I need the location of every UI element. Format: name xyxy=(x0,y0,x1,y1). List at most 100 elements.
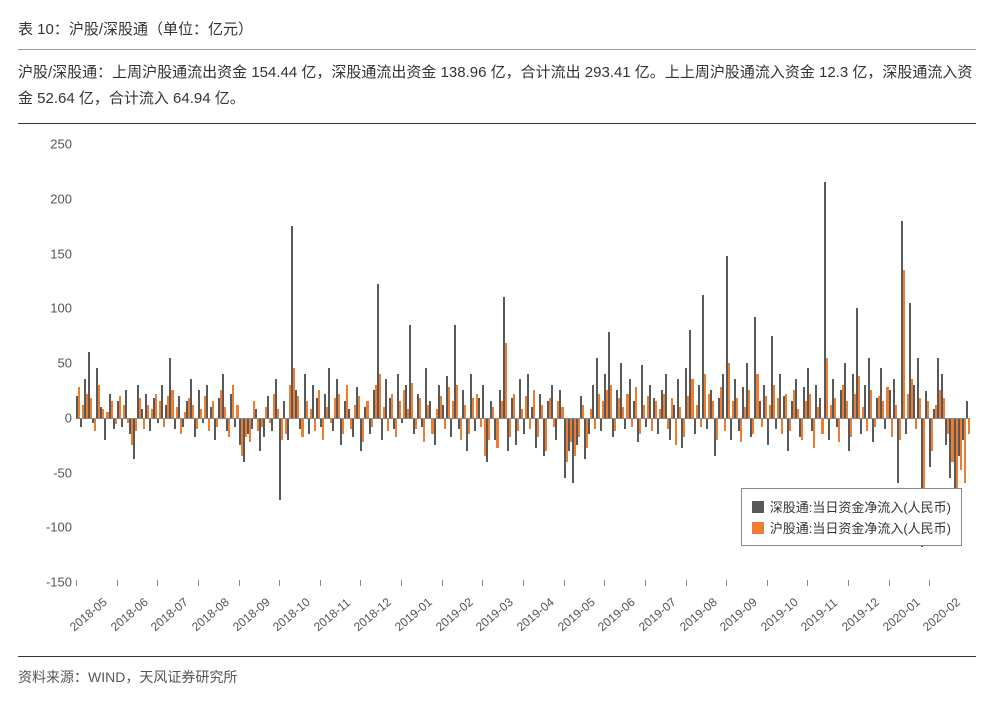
chart-title: 表 10：沪股/深股通（单位：亿元） xyxy=(18,18,976,50)
x-tick-mark xyxy=(239,580,240,586)
bar-sz xyxy=(80,418,82,427)
x-tick-label: 2020-01 xyxy=(880,595,923,634)
bar-sz xyxy=(482,385,484,418)
x-axis: 2018-052018-062018-072018-082018-092018-… xyxy=(76,582,970,652)
bar-sz xyxy=(332,418,334,431)
legend: 深股通:当日资金净流入(人民币) 沪股通:当日资金净流入(人民币) xyxy=(741,488,962,546)
bar-sz xyxy=(657,418,659,434)
x-tick-mark xyxy=(76,580,77,586)
bar-sz xyxy=(649,385,651,418)
bar-sz xyxy=(669,418,671,440)
bar-sz xyxy=(588,418,590,434)
x-tick-mark xyxy=(198,580,199,586)
chart-area: -150-100-50050100150200250 2018-052018-0… xyxy=(18,132,976,652)
x-tick-mark xyxy=(889,580,890,586)
bar-sz xyxy=(348,409,350,418)
bar-sz xyxy=(966,401,968,417)
bar-sz xyxy=(161,385,163,418)
x-tick-label: 2018-10 xyxy=(270,595,313,634)
bar-sz xyxy=(434,418,436,445)
x-tick-mark xyxy=(848,580,849,586)
bar-sz xyxy=(178,396,180,418)
y-tick-label: 0 xyxy=(65,410,72,425)
bar-sz xyxy=(149,418,151,431)
x-tick-label: 2019-06 xyxy=(595,595,638,634)
bar-sz xyxy=(328,368,330,417)
x-tick-label: 2020-02 xyxy=(920,595,963,634)
bar-sz xyxy=(283,401,285,417)
bar-sz xyxy=(527,374,529,418)
bar-sz xyxy=(352,418,354,438)
legend-item-sz: 深股通:当日资金净流入(人民币) xyxy=(752,497,951,516)
bar-sz xyxy=(828,418,830,440)
x-tick-mark xyxy=(482,580,483,586)
x-tick-mark xyxy=(726,580,727,586)
bar-sz xyxy=(450,418,452,438)
x-tick-label: 2019-12 xyxy=(839,595,882,634)
x-tick-mark xyxy=(564,580,565,586)
bar-sz xyxy=(121,418,123,427)
bar-sz xyxy=(234,418,236,427)
x-tick-mark xyxy=(320,580,321,586)
bar-sz xyxy=(267,396,269,418)
bar-sz xyxy=(694,418,696,434)
x-tick-label: 2019-10 xyxy=(758,595,801,634)
x-tick-mark xyxy=(807,580,808,586)
bar-sz xyxy=(104,418,106,440)
bar-sz xyxy=(645,418,647,427)
bar-sz xyxy=(706,418,708,429)
x-tick-label: 2018-05 xyxy=(67,595,110,634)
bar-sz xyxy=(860,418,862,434)
y-tick-label: 100 xyxy=(50,301,72,316)
x-tick-mark xyxy=(279,580,280,586)
y-tick-label: 200 xyxy=(50,191,72,206)
bar-sz xyxy=(551,385,553,418)
y-tick-label: 250 xyxy=(50,137,72,152)
x-tick-label: 2019-11 xyxy=(798,596,840,634)
bar-slot xyxy=(966,144,970,582)
bar-sz xyxy=(819,398,821,418)
bar-sz xyxy=(251,418,253,429)
bar-sz xyxy=(730,418,732,440)
bar-sz xyxy=(913,385,915,418)
x-tick-label: 2019-04 xyxy=(514,595,557,634)
x-tick-mark xyxy=(523,580,524,586)
bar-sz xyxy=(759,401,761,417)
bar-sz xyxy=(722,374,724,418)
bar-sz xyxy=(889,390,891,417)
y-tick-label: 150 xyxy=(50,246,72,261)
x-tick-mark xyxy=(929,580,930,586)
y-tick-label: -100 xyxy=(46,520,72,535)
bar-sz xyxy=(429,401,431,417)
bar-sz xyxy=(206,385,208,418)
bar-sz xyxy=(308,418,310,434)
bar-sz xyxy=(555,418,557,440)
bar-sz xyxy=(478,398,480,418)
bar-sz xyxy=(271,418,273,431)
x-tick-label: 2019-07 xyxy=(636,595,679,634)
bar-sz xyxy=(385,379,387,417)
x-tick-label: 2019-02 xyxy=(433,595,476,634)
bar-sz xyxy=(624,418,626,429)
bar-sz xyxy=(698,385,700,418)
source-line: 资料来源：WIND，天风证券研究所 xyxy=(18,656,976,687)
bar-sz xyxy=(629,379,631,417)
bar-sz xyxy=(523,418,525,434)
x-tick-mark xyxy=(157,580,158,586)
y-tick-label: -50 xyxy=(53,465,72,480)
bar-sz xyxy=(767,418,769,445)
bar-sz xyxy=(600,418,602,431)
x-tick-mark xyxy=(117,580,118,586)
x-tick-label: 2019-08 xyxy=(677,595,720,634)
bar-sz xyxy=(442,405,444,418)
bar-sz xyxy=(381,418,383,440)
y-tick-label: -150 xyxy=(46,575,72,590)
legend-item-hu: 沪股通:当日资金净流入(人民币) xyxy=(752,518,951,537)
bar-sz xyxy=(255,409,257,418)
x-tick-mark xyxy=(442,580,443,586)
bar-sz xyxy=(182,418,184,427)
legend-label-sz: 深股通:当日资金净流入(人民币) xyxy=(770,497,951,516)
x-tick-label: 2018-12 xyxy=(351,595,394,634)
bar-sz xyxy=(779,374,781,418)
x-tick-label: 2018-07 xyxy=(148,595,191,634)
